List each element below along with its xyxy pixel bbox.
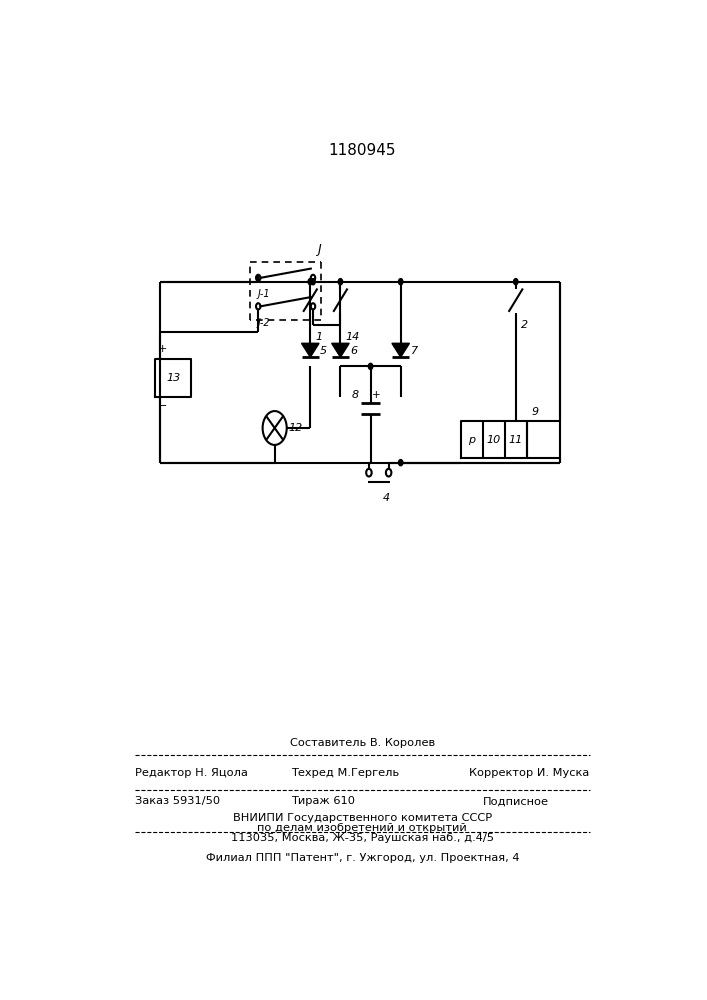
Text: Тираж 610: Тираж 610 <box>291 796 355 806</box>
Text: 11: 11 <box>508 435 523 445</box>
Text: по делам изобретений и открытий: по делам изобретений и открытий <box>257 823 467 833</box>
Text: Составитель В. Королев: Составитель В. Королев <box>290 738 435 748</box>
Text: 14: 14 <box>346 332 360 342</box>
Text: −: − <box>158 401 168 411</box>
Text: Заказ 5931/50: Заказ 5931/50 <box>135 796 220 806</box>
Text: 6: 6 <box>350 346 358 356</box>
Text: 1: 1 <box>316 332 323 342</box>
Text: Подписное: Подписное <box>483 796 549 806</box>
Text: p: p <box>468 435 476 445</box>
Polygon shape <box>392 343 409 357</box>
Polygon shape <box>301 343 319 357</box>
Text: +: + <box>158 344 168 354</box>
Circle shape <box>513 279 518 285</box>
Circle shape <box>338 279 343 285</box>
Text: Корректор И. Муска: Корректор И. Муска <box>469 768 590 778</box>
Text: 2: 2 <box>521 320 528 330</box>
Circle shape <box>399 460 403 466</box>
Text: Техред М.Гергель: Техред М.Гергель <box>291 768 399 778</box>
Text: J-1: J-1 <box>257 289 270 299</box>
Circle shape <box>308 279 312 285</box>
Text: 5: 5 <box>320 346 327 356</box>
Text: ВНИИПИ Государственного комитета СССР: ВНИИПИ Государственного комитета СССР <box>233 813 492 823</box>
Text: Филиал ППП "Патент", г. Ужгород, ул. Проектная, 4: Филиал ППП "Патент", г. Ужгород, ул. Про… <box>206 853 519 863</box>
Text: 113035, Москва, Ж-35, Раушская наб., д.4/5: 113035, Москва, Ж-35, Раушская наб., д.4… <box>231 833 493 843</box>
Text: 4: 4 <box>383 493 390 503</box>
Text: Редактор Н. Яцола: Редактор Н. Яцола <box>135 768 248 778</box>
Text: J: J <box>317 243 320 256</box>
Text: +: + <box>372 390 381 400</box>
Text: 8: 8 <box>351 390 358 400</box>
Text: 12: 12 <box>288 423 303 433</box>
Text: J-2: J-2 <box>257 318 270 328</box>
Circle shape <box>399 279 403 285</box>
Circle shape <box>368 363 373 369</box>
Polygon shape <box>332 343 349 357</box>
Text: 7: 7 <box>411 346 418 356</box>
Text: 13: 13 <box>166 373 180 383</box>
Text: 10: 10 <box>486 435 501 445</box>
Circle shape <box>311 279 315 285</box>
Text: 1180945: 1180945 <box>329 143 396 158</box>
Text: 9: 9 <box>531 407 538 417</box>
